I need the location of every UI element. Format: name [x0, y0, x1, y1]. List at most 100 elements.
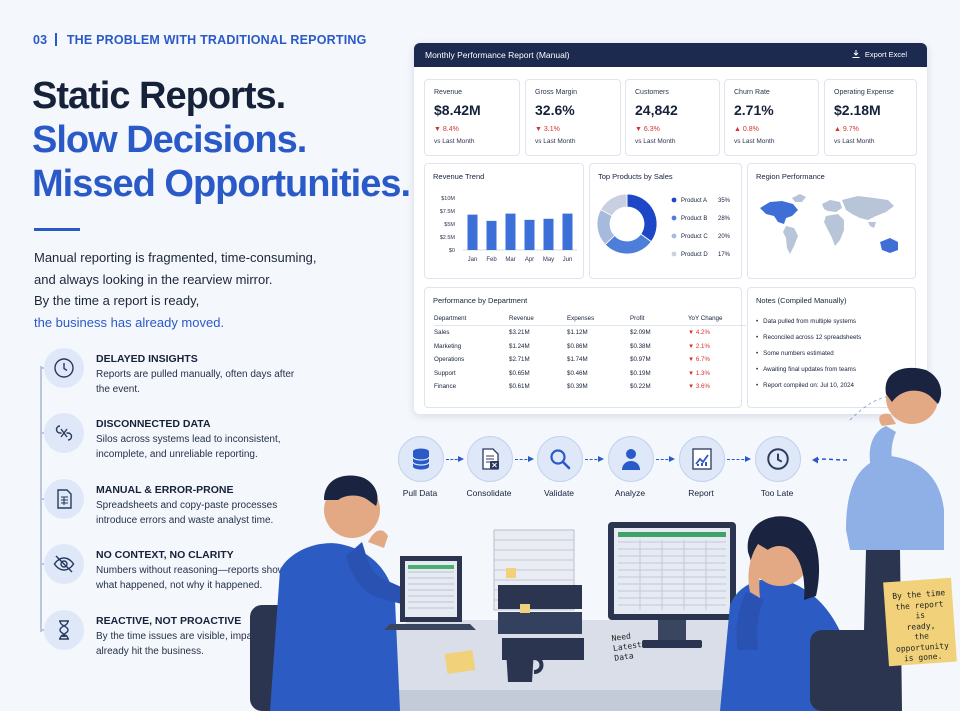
table-row: Finance $0.61M $0.39M $0.22M ▼ 3.6% — [434, 380, 746, 394]
kpi-change: ▼ 8.4% — [434, 126, 459, 133]
kpi-subtext: vs Last Month — [834, 138, 875, 145]
table-cell: $0.65M — [509, 369, 530, 377]
y-tick-label: $5M — [444, 222, 455, 228]
flow-arrow — [656, 455, 675, 462]
legend-label: Product A — [681, 198, 707, 204]
table-cell: ▼ 2.1% — [688, 342, 710, 350]
table-row: Marketing $1.24M $0.86M $0.38M ▼ 2.1% — [434, 340, 746, 354]
column-header: Department — [434, 312, 509, 326]
database-icon — [398, 436, 444, 482]
flow-label: Validate — [543, 488, 575, 498]
section-number: 03 — [33, 33, 48, 47]
issue-disconnected-data: DISCONNECTED DATA Silos across systems l… — [40, 413, 374, 468]
flow-label: Consolidate — [466, 488, 512, 498]
revenue-bar — [562, 213, 573, 250]
issue-title: NO CONTEXT, NO CLARITY — [96, 549, 234, 561]
headline-underline — [34, 228, 80, 231]
kpi-change: ▼ 6.3% — [635, 126, 660, 133]
flow-arrow — [515, 455, 534, 462]
kpi-card-customers: Customers 24,842 ▼ 6.3% vs Last Month — [625, 79, 720, 156]
note-item: Reconciled across 12 spreadsheets — [756, 330, 861, 346]
top-products-title: Top Products by Sales — [598, 172, 673, 181]
kpi-change: ▼ 3.1% — [535, 126, 560, 133]
table-cell: Operations — [434, 356, 465, 363]
kpi-label: Revenue — [434, 89, 463, 96]
issue-title: MANUAL & ERROR-PRONE — [96, 484, 234, 496]
top-products-donut: Product A 35% Product B 28% Product C 20% Prod… — [596, 193, 731, 258]
kpi-value: 2.71% — [734, 102, 774, 118]
revenue-trend-chart: $10M $7.5M $5M $2.5M $0 Jan Feb Mar Apr May Jun — [440, 196, 577, 263]
line-chart-icon — [679, 436, 725, 482]
kpi-value: $2.18M — [834, 102, 881, 118]
kpi-change: ▲ 9.7% — [834, 126, 859, 133]
export-excel-label: Export Excel — [864, 50, 907, 59]
hourglass-icon — [44, 610, 84, 650]
revenue-bar — [505, 213, 516, 250]
column-header: Profit — [630, 312, 688, 326]
headline-line-2: Slow Decisions. — [32, 119, 307, 161]
world-map-icon — [760, 194, 898, 254]
y-tick-label: $0 — [449, 248, 455, 254]
issue-description: By the time issues are visible, impact h… — [96, 631, 279, 657]
headline-line-3: Missed Opportunities. — [32, 163, 411, 205]
revenue-bar — [543, 218, 554, 250]
region-performance-title: Region Performance — [756, 172, 825, 181]
donut-slice — [600, 193, 628, 217]
issue-title: DISCONNECTED DATA — [96, 418, 211, 430]
table-cell: $2.09M — [630, 329, 651, 336]
table-cell: ▼ 4.2% — [688, 329, 710, 336]
intro-line-1: Manual reporting is fragmented, time-con… — [34, 250, 317, 265]
legend-value: 20% — [718, 234, 731, 240]
table-cell: $0.61M — [509, 383, 530, 390]
legend-swatch — [671, 251, 677, 257]
export-excel-button[interactable]: Export Excel — [852, 50, 907, 59]
x-tick-label: May — [543, 257, 554, 263]
kpi-change: ▲ 0.8% — [734, 126, 759, 133]
issue-description: Numbers without reasoning—reports show w… — [96, 565, 285, 591]
note-item: Report compiled on: Jul 10, 2024 — [756, 378, 861, 394]
column-header: Expenses — [567, 312, 630, 326]
magnifier-icon — [537, 436, 583, 482]
legend-value: 28% — [718, 216, 731, 222]
revenue-trend-title: Revenue Trend — [433, 172, 485, 181]
legend-value: 17% — [718, 252, 731, 258]
x-tick-label: Mar — [505, 257, 515, 263]
table-cell: Support — [434, 369, 456, 377]
issue-title: DELAYED INSIGHTS — [96, 353, 198, 365]
notes-list: Data pulled from multiple systems Reconc… — [756, 314, 861, 394]
department-performance-card: Performance by Department Department Rev… — [424, 287, 746, 408]
desk-sticky-note: Need Latest Data — [611, 630, 644, 664]
issue-title: REACTIVE, NOT PROACTIVE — [96, 615, 242, 627]
section-tag: 03 THE PROBLEM WITH TRADITIONAL REPORTING — [33, 33, 367, 47]
revenue-bar — [524, 219, 535, 250]
table-cell: $0.97M — [630, 356, 651, 363]
table-cell: ▼ 3.6% — [688, 383, 710, 390]
intro-line-4: the business has already moved. — [34, 314, 225, 330]
x-tick-label: Jun — [563, 257, 573, 263]
clock-icon — [44, 348, 84, 388]
revenue-bar — [467, 214, 478, 250]
table-cell: $0.86M — [567, 342, 588, 350]
table-cell: $1.12M — [567, 329, 588, 336]
flow-label: Report — [688, 488, 714, 498]
table-cell: $0.19M — [630, 369, 651, 377]
y-tick-label: $7.5M — [440, 209, 456, 215]
x-tick-label: Apr — [525, 257, 534, 263]
table-cell: ▼ 6.7% — [688, 356, 710, 363]
table-cell: $0.39M — [567, 383, 588, 390]
revenue-bar — [486, 220, 497, 250]
office-scene-illustration — [250, 367, 957, 711]
legend-label: Product C — [681, 234, 708, 240]
department-performance-title: Performance by Department — [433, 296, 528, 305]
revenue-trend-card: Revenue Trend $10M $7.5M $5M $2.5M $0 Jan Feb M… — [424, 163, 584, 279]
flow-arrow — [446, 455, 464, 462]
legend-label: Product D — [681, 252, 708, 258]
table-cell: $0.46M — [567, 369, 588, 377]
legend-label: Product B — [681, 216, 707, 222]
table-cell: $1.74M — [567, 356, 588, 363]
kpi-card-churn-rate: Churn Rate 2.71% ▲ 0.8% vs Last Month — [724, 79, 819, 156]
table-cell: Sales — [434, 329, 450, 336]
legend-swatch — [671, 197, 677, 203]
kpi-label: Operating Expense — [834, 89, 894, 96]
kpi-label: Customers — [635, 89, 669, 96]
